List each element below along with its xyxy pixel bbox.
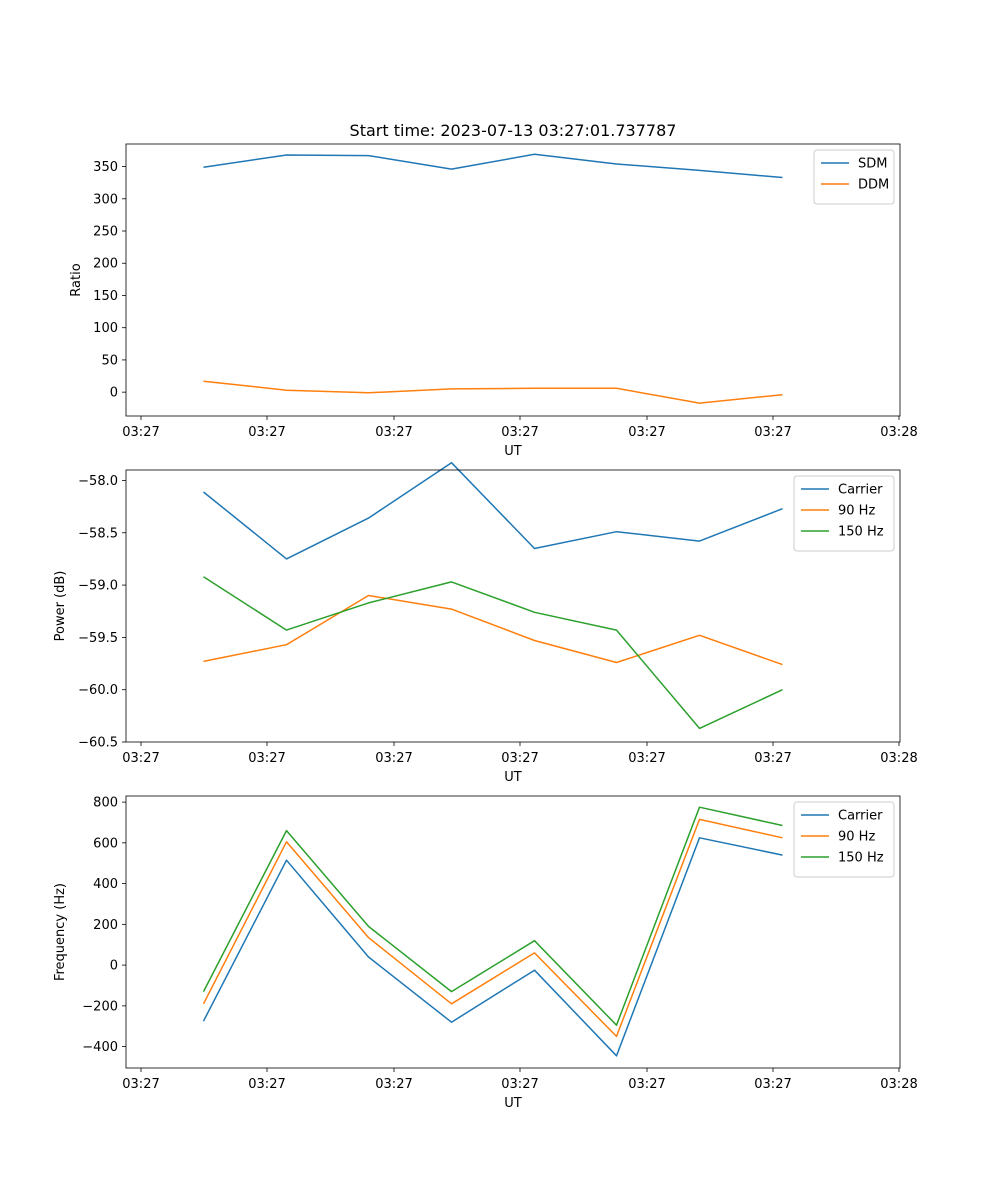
power-x-tick-label: 03:27	[248, 751, 285, 766]
power-x-axis-label: UT	[504, 770, 522, 785]
frequency-y-tick-label: 0	[110, 959, 118, 974]
power-x-tick-label: 03:27	[501, 751, 538, 766]
frequency-x-tick-label: 03:27	[375, 1077, 412, 1092]
power-y-tick-label: −60.5	[78, 736, 118, 751]
power-legend: Carrier 90 Hz 150 Hz	[793, 475, 895, 552]
power-series-90-hz-line	[203, 594, 783, 666]
power-axes-frame	[125, 469, 901, 743]
frequency-y-tick-label: 600	[93, 836, 118, 851]
power-series-carrier-line	[203, 461, 783, 560]
frequency-x-tick-label: 03:28	[880, 1077, 917, 1092]
frequency-series-150-hz-line	[202, 806, 783, 1026]
frequency-y-tick-label: −400	[82, 1040, 118, 1055]
power-y-axis-label: Power (dB)	[53, 571, 68, 642]
power-y-tick-label: −59.0	[78, 579, 118, 594]
power-y-tick-label: −58.5	[78, 526, 118, 541]
ratio-panel: 0 50 100 150 200 250 300 350 03:27 03:27 03:27 03:2…	[69, 143, 918, 459]
power-x-tick-label: 03:27	[122, 751, 159, 766]
ratio-y-tick-label: 150	[93, 289, 118, 304]
ratio-y-tick-label: 250	[93, 225, 118, 240]
ratio-x-tick-label: 03:27	[754, 425, 791, 440]
power-series-150-hz-line	[203, 576, 783, 730]
ratio-y-tick-label: 100	[93, 321, 118, 336]
frequency-x-tick-label: 03:27	[501, 1077, 538, 1092]
frequency-axes-frame	[125, 795, 901, 1069]
power-x-tick-label: 03:28	[880, 751, 917, 766]
ratio-y-tick-label: 350	[93, 160, 118, 175]
ratio-axes-frame	[125, 143, 901, 417]
legend-label: Carrier	[838, 809, 883, 824]
frequency-series-90-hz-line	[202, 818, 783, 1038]
frequency-x-tick-label: 03:27	[122, 1077, 159, 1092]
ratio-x-tick-label: 03:27	[501, 425, 538, 440]
frequency-panel: −400 −200 0 200 400 600 800 03:27 03:27 03:27 03:2…	[53, 795, 918, 1111]
legend-label: 90 Hz	[838, 830, 875, 845]
power-y-tick-label: −59.5	[78, 631, 118, 646]
ratio-y-tick-label: 50	[101, 353, 118, 368]
ratio-legend: SDM DDM	[813, 149, 895, 205]
legend-label: Carrier	[838, 483, 883, 498]
power-x-tick-label: 03:27	[754, 751, 791, 766]
ratio-series-ddm-line	[203, 380, 783, 404]
figure-title: Start time: 2023-07-13 03:27:01.737787	[350, 121, 677, 140]
ratio-y-tick-label: 200	[93, 257, 118, 272]
legend-label: 90 Hz	[838, 504, 875, 519]
frequency-x-tick-label: 03:27	[248, 1077, 285, 1092]
frequency-legend: Carrier 90 Hz 150 Hz	[793, 801, 895, 878]
ratio-y-tick-label: 0	[110, 386, 118, 401]
power-x-tick-label: 03:27	[375, 751, 412, 766]
ratio-x-axis-label: UT	[504, 444, 522, 459]
frequency-x-tick-label: 03:27	[754, 1077, 791, 1092]
ratio-y-axis-label: Ratio	[69, 263, 84, 296]
legend-label: DDM	[858, 178, 889, 193]
ratio-series-sdm-line	[203, 153, 783, 179]
frequency-y-tick-label: 400	[93, 877, 118, 892]
ratio-y-tick-label: 300	[93, 192, 118, 207]
frequency-y-tick-label: 800	[93, 796, 118, 811]
legend-label: SDM	[858, 157, 887, 172]
frequency-y-tick-label: 200	[93, 918, 118, 933]
frequency-series-carrier-line	[202, 837, 783, 1057]
power-panel: −60.5 −60.0 −59.5 −59.0 −58.5 −58.0 03:27 03:27…	[53, 461, 918, 785]
frequency-y-axis-label: Frequency (Hz)	[53, 883, 68, 981]
power-y-tick-label: −60.0	[78, 683, 118, 698]
power-y-tick-label: −58.0	[78, 474, 118, 489]
ratio-x-tick-label: 03:27	[628, 425, 665, 440]
frequency-x-axis-label: UT	[504, 1096, 522, 1111]
power-x-tick-label: 03:27	[628, 751, 665, 766]
ratio-x-tick-label: 03:27	[122, 425, 159, 440]
ratio-x-tick-label: 03:27	[248, 425, 285, 440]
ratio-x-tick-label: 03:28	[880, 425, 917, 440]
frequency-x-tick-label: 03:27	[628, 1077, 665, 1092]
legend-label: 150 Hz	[838, 851, 884, 866]
frequency-y-tick-label: −200	[82, 999, 118, 1014]
legend-label: 150 Hz	[838, 525, 884, 540]
ratio-x-tick-label: 03:27	[375, 425, 412, 440]
